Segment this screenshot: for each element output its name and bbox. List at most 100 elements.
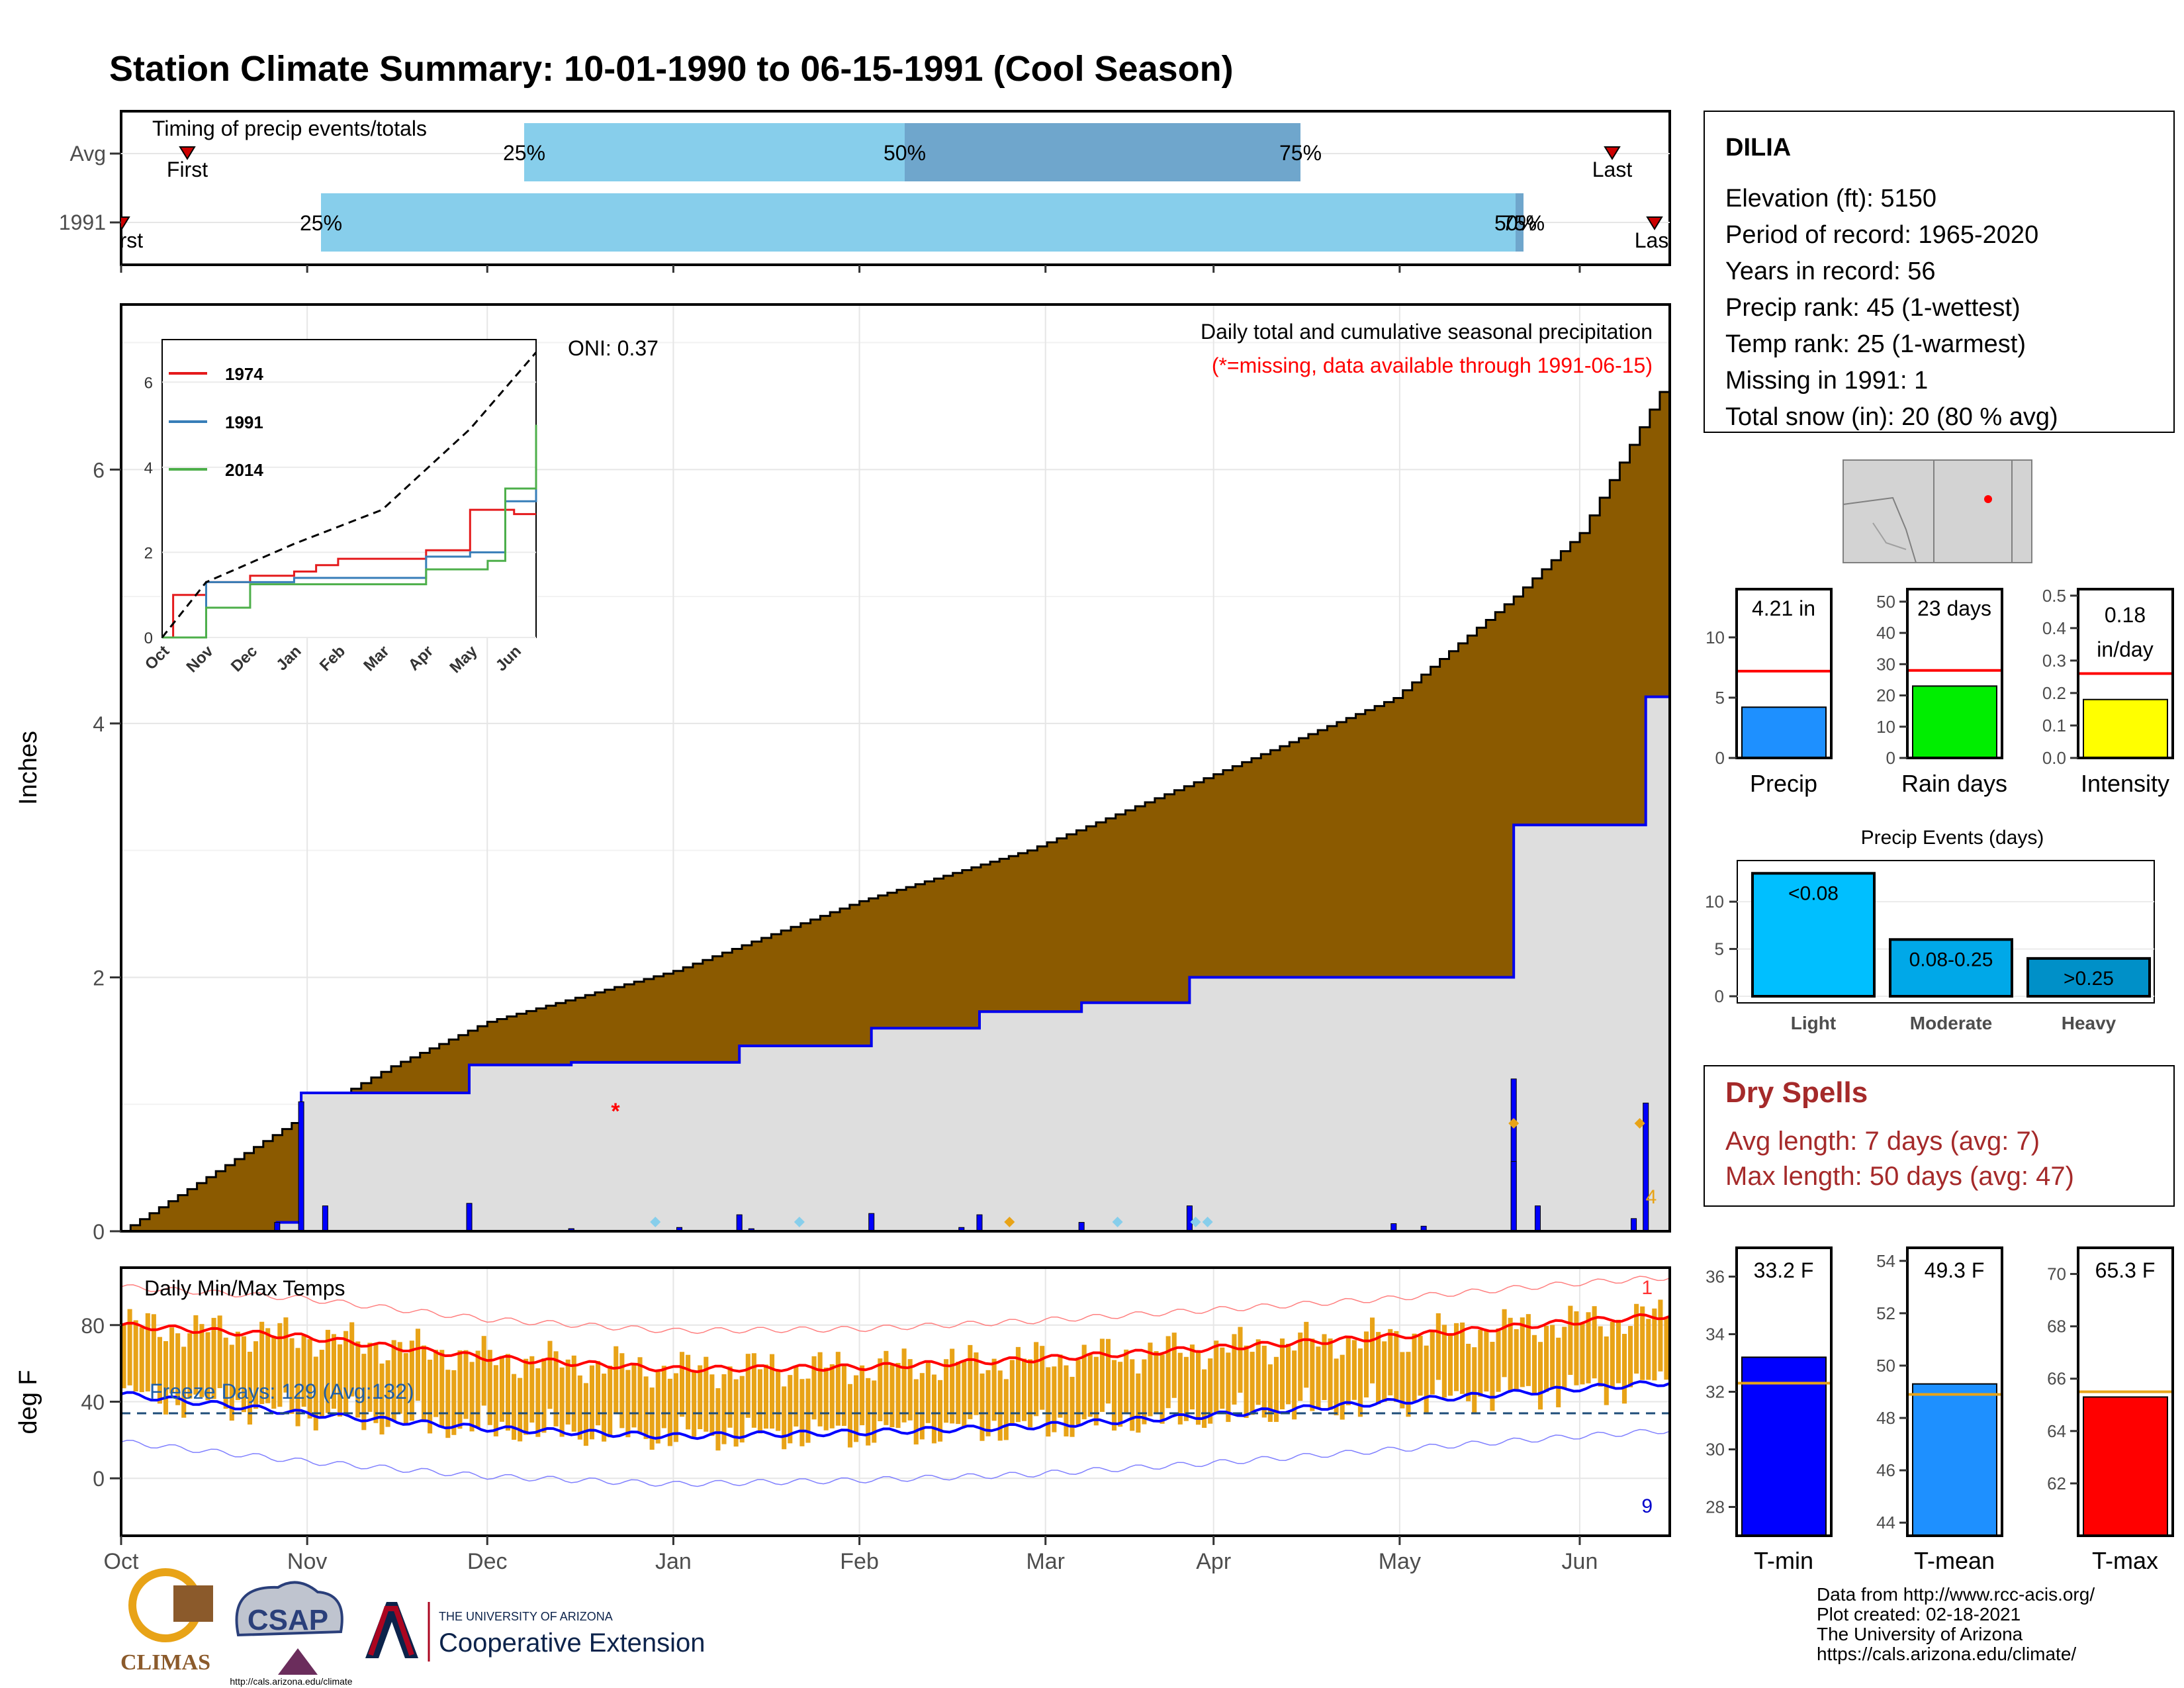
tb-min-ticks-label-1: 30 [1706, 1440, 1725, 1460]
inset-ytick-1: 2 [144, 544, 153, 562]
events-category-1: Moderate [1910, 1013, 1992, 1033]
temp-day-bar-52 [433, 1350, 439, 1417]
temp-day-bar-51 [428, 1360, 433, 1434]
temp-day-bar-67 [523, 1358, 529, 1435]
temp-day-bar-148 [1009, 1360, 1015, 1425]
daily-precip-bar-9 [1631, 1218, 1637, 1232]
events-bar-label-2: >0.25 [2064, 968, 2114, 990]
month-label-5: Mar [1026, 1549, 1065, 1574]
month-label-2: Dec [467, 1549, 507, 1574]
month-label-8: Jun [1562, 1549, 1598, 1574]
mb-rain-ticks-label-0: 0 [1886, 748, 1895, 768]
temp-day-bar-12 [193, 1315, 199, 1395]
timing-heading: Timing of precip events/totals [152, 117, 427, 140]
snow-marker-3 [1112, 1217, 1123, 1227]
daily-precip-bar [1186, 1205, 1193, 1232]
temp-day-bar-211 [1388, 1329, 1393, 1395]
tmin-chart: 33.2 F T-min 28 30 32 34 36 [1706, 1246, 1833, 1574]
temp-day-bar-168 [1130, 1359, 1135, 1431]
cumulative-1991-area [121, 695, 1671, 1233]
temp-day-bar-186 [1238, 1327, 1243, 1393]
y1991-p25: 25% [300, 211, 342, 235]
temp-day-bar-182 [1214, 1340, 1219, 1413]
avg-first-marker [179, 146, 196, 160]
month-label-0: Oct [104, 1549, 139, 1574]
temp-day-bar-17 [223, 1337, 228, 1409]
mb-precip-ticks-label-2: 10 [1706, 628, 1725, 647]
precip-panel-subtitle: (*=missing, data available through 1991-… [1212, 353, 1653, 377]
temp-day-bar-154 [1046, 1367, 1051, 1437]
record-high-count: 1 [1641, 1277, 1653, 1299]
temp-day-bar-172 [1154, 1351, 1159, 1413]
temp-day-bar-196 [1298, 1333, 1303, 1401]
temp-day-bar-246 [1598, 1326, 1603, 1387]
temp-day-bar-256 [1658, 1299, 1663, 1372]
temp-day-bar-220 [1441, 1325, 1447, 1398]
temp-day-bar-99 [715, 1388, 721, 1451]
station-line-precip-rank: Precip rank: 45 (1-wettest) [1725, 294, 2021, 322]
temp-day-bar-33 [319, 1350, 324, 1419]
temp-day-bar-88 [649, 1387, 655, 1450]
month-label-1: Nov [287, 1549, 327, 1574]
temp-day-bar-202 [1334, 1358, 1339, 1416]
temp-day-bar-78 [589, 1365, 595, 1440]
temp-day-bar-238 [1550, 1325, 1555, 1387]
temp-day-bar-149 [1015, 1346, 1021, 1423]
temp-day-bar-181 [1208, 1358, 1213, 1424]
temp-day-bar-19 [235, 1331, 240, 1401]
daily-precip-bar [466, 1203, 473, 1232]
dry-spells-title: Dry Spells [1725, 1076, 1868, 1109]
temp-day-bar-156 [1058, 1354, 1063, 1418]
precip-total-bar [1741, 706, 1827, 759]
raindays-chart: 23 days Rain days 0 10 20 30 40 50 [1876, 588, 2007, 797]
temp-day-bar-29 [295, 1348, 300, 1427]
tmin-bar [1741, 1356, 1827, 1537]
temp-day-bar-43 [379, 1363, 385, 1434]
precip-frame [120, 303, 1671, 1233]
precip-total-value: 4.21 in [1752, 596, 1815, 620]
intensity-unit: in/day [2097, 637, 2153, 661]
temp-day-bar-233 [1520, 1317, 1525, 1387]
temp-day-bar-81 [608, 1366, 613, 1438]
temp-day-bar-158 [1069, 1376, 1075, 1437]
mb-int-ticks-label-1: 0.1 [2042, 716, 2066, 735]
tb-min-ticks-label-4: 36 [1706, 1267, 1725, 1287]
temp-day-bar-63 [499, 1356, 504, 1422]
temp-day-bar-165 [1112, 1360, 1117, 1431]
y1991-first-label: First [102, 228, 143, 252]
temp-day-bar-248 [1610, 1321, 1615, 1387]
record-high-line [120, 1276, 1670, 1335]
inset-ytick-2: 4 [144, 459, 153, 477]
temp-day-bar-97 [704, 1356, 709, 1432]
mb-rain-ticks-label-5: 50 [1876, 592, 1895, 612]
temp-day-bar-190 [1261, 1345, 1267, 1418]
temp-day-bar-35 [331, 1334, 337, 1409]
legend-label-1974: 1974 [225, 364, 263, 384]
tmax-ticks: 62 64 66 68 70 [2047, 1264, 2078, 1493]
temp-daily-bars [121, 1299, 1669, 1451]
temp-day-bar-227 [1484, 1330, 1489, 1392]
temp-day-bar-239 [1556, 1337, 1561, 1407]
mb-int-ticks-label-5: 0.5 [2042, 586, 2066, 606]
temp-day-bar-86 [637, 1357, 643, 1433]
temp-day-bar-117 [823, 1367, 829, 1430]
inset-line-Avg [161, 352, 537, 638]
temp-day-bar-113 [799, 1379, 805, 1446]
precip-events-chart: Precip Events (days) <0.08 0.08-0.25 >0.25… [1705, 827, 2155, 1033]
temp-day-bar-85 [631, 1363, 637, 1428]
temp-day-bar-30 [301, 1335, 306, 1407]
events-category-2: Heavy [2062, 1013, 2116, 1033]
tmean-ticks: 44 46 48 50 52 54 [1876, 1251, 1907, 1532]
temp-day-bar-134 [925, 1362, 931, 1423]
intensity-chart: 0.18 in/day Intensity 0.0 0.1 0.2 0.3 0.4 0.5 [2042, 586, 2174, 797]
tb-max-ticks-label-4: 70 [2047, 1264, 2066, 1284]
temp-day-bar-226 [1478, 1329, 1483, 1397]
y1991-p50: 50% [1494, 211, 1537, 235]
events-category-0: Light [1791, 1013, 1836, 1033]
tmin-ticks: 28 30 32 34 36 [1706, 1267, 1737, 1517]
temp-day-bar-75 [571, 1355, 576, 1432]
temp-day-bar-46 [397, 1342, 402, 1414]
temp-day-bar-254 [1646, 1319, 1651, 1380]
avg-last-marker [1604, 146, 1621, 160]
daily-precip-bar-7 [1510, 1161, 1517, 1232]
